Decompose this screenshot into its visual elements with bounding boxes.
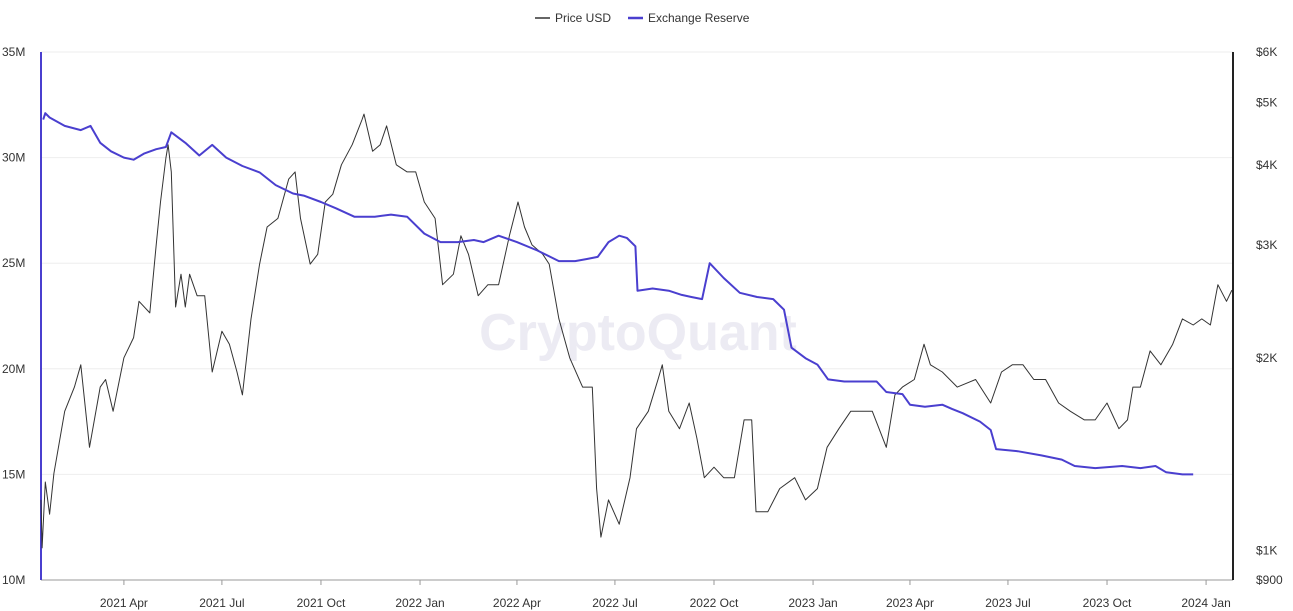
x-tick-label: 2022 Oct	[690, 596, 739, 610]
y-left-tick-label: 15M	[2, 467, 25, 481]
y-left-tick-label: 30M	[2, 151, 25, 165]
y-right-tick-label: $3K	[1256, 238, 1277, 252]
legend: Price USD Exchange Reserve	[535, 11, 750, 25]
legend-item-reserve[interactable]: Exchange Reserve	[628, 11, 750, 25]
x-tick-label: 2021 Apr	[100, 596, 148, 610]
y-right-tick-label: $900	[1256, 573, 1283, 587]
y-left-tick-label: 35M	[2, 45, 25, 59]
y-left-tick-label: 10M	[2, 573, 25, 587]
legend-item-price[interactable]: Price USD	[535, 11, 611, 25]
x-tick-label: 2022 Jul	[592, 596, 637, 610]
series	[40, 112, 1233, 549]
x-tick-label: 2023 Jul	[985, 596, 1030, 610]
tick-labels: 10M 15M 20M 25M 30M 35M $900 $1K $2K $3K $4K $5K $6K…	[2, 45, 1283, 610]
y-right-tick-label: $2K	[1256, 351, 1277, 365]
legend-label-price: Price USD	[555, 11, 611, 25]
watermark: CryptoQuant	[479, 304, 797, 362]
series-line-exchange-reserve	[42, 112, 1194, 476]
y-right-tick-label: $5K	[1256, 96, 1277, 110]
y-left-tick-label: 20M	[2, 362, 25, 376]
y-right-tick-label: $4K	[1256, 158, 1277, 172]
x-tick-label: 2022 Apr	[493, 596, 541, 610]
x-tick-label: 2023 Oct	[1083, 596, 1132, 610]
x-tick-label: 2022 Jan	[395, 596, 444, 610]
y-right-tick-label: $6K	[1256, 45, 1277, 59]
y-left-tick-label: 25M	[2, 256, 25, 270]
x-tick-label: 2024 Jan	[1181, 596, 1230, 610]
y-right-tick-label: $1K	[1256, 544, 1277, 558]
x-tick-label: 2023 Jan	[788, 596, 837, 610]
axes	[40, 52, 1234, 585]
x-tick-label: 2021 Jul	[199, 596, 244, 610]
x-tick-label: 2023 Apr	[886, 596, 934, 610]
series-line-price-usd	[40, 113, 1233, 549]
legend-label-reserve: Exchange Reserve	[648, 11, 750, 25]
x-tick-label: 2021 Oct	[297, 596, 346, 610]
